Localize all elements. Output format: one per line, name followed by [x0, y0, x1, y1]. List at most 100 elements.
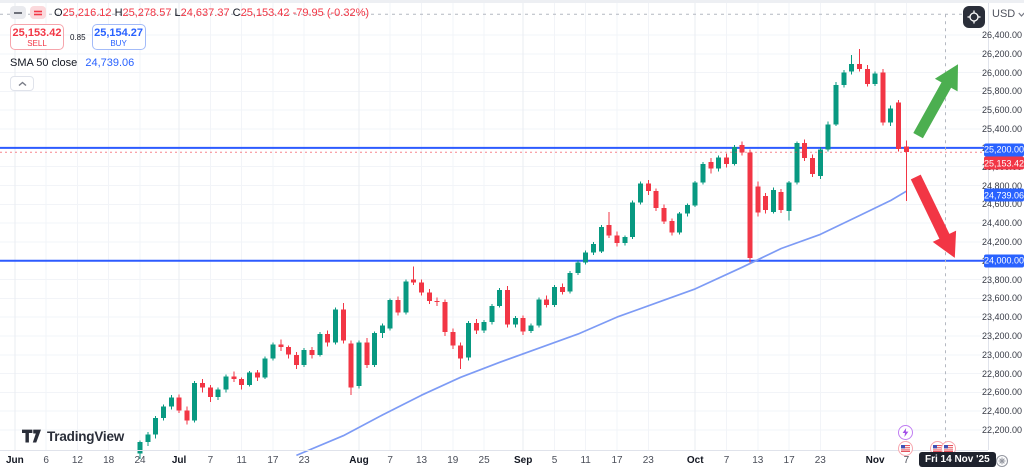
candle-body — [450, 332, 456, 346]
economic-event-icon-1[interactable] — [898, 441, 913, 456]
candle-body — [559, 287, 565, 292]
candle-body — [770, 190, 776, 212]
candle-body — [411, 279, 417, 283]
low-value: 24,637.37 — [180, 6, 230, 19]
candle-body — [575, 262, 581, 273]
high-value: 25,278.57 — [122, 6, 172, 19]
legend-menu-button[interactable] — [30, 6, 46, 19]
price-axis[interactable]: 22,200.00 22,400.00 22,600.00 22,800.00 23,0… — [982, 0, 1024, 450]
candle-body — [896, 102, 901, 149]
open-value: 25,216.12 — [62, 6, 112, 19]
currency-dropdown[interactable]: USD — [992, 8, 1024, 20]
indicator-name: SMA 50 close — [10, 57, 78, 69]
candle-body — [544, 299, 550, 305]
candle-body — [856, 64, 862, 69]
candle-body — [489, 305, 495, 322]
time-axis[interactable]: Jun 6 12 18 24 Jul 7 11 17 23 Aug 7 13 19 25 Sep 5 11 17 23… — [0, 450, 988, 472]
candle-body — [817, 149, 823, 176]
candle-body — [708, 162, 714, 169]
candle-body — [403, 281, 409, 313]
sell-price: 25,153.42 — [12, 27, 62, 39]
candle-body — [653, 191, 659, 208]
candle-body — [802, 143, 808, 159]
legend-expand-button[interactable] — [10, 76, 34, 91]
candle-body — [387, 300, 393, 329]
time-axis-month-label: Sep — [514, 455, 533, 466]
price-axis-label: 25,600.00 — [981, 105, 1022, 116]
sell-button[interactable]: 25,153.42 SELL — [10, 24, 64, 50]
candle-body — [278, 344, 284, 348]
price-axis-label: 24,800.00 — [981, 180, 1022, 191]
candle-body — [434, 301, 440, 303]
minus-icon — [14, 11, 22, 14]
time-axis-day-label: 18 — [103, 455, 115, 466]
price-chip-sma-value: 24,739.06 — [984, 188, 1024, 202]
candle-body — [442, 302, 448, 333]
us-flag-icon — [944, 445, 953, 452]
candle-body — [153, 417, 159, 435]
time-axis-day-label: 25 — [478, 455, 490, 466]
candle-body — [207, 387, 213, 398]
candle-body — [168, 397, 174, 407]
candle-body — [583, 252, 589, 263]
ohlc-row: O25,216.12 H25,278.57 L24,637.37 C25,153… — [10, 6, 369, 19]
time-axis-day-label: 17 — [611, 455, 623, 466]
down-arrow-drawing[interactable] — [910, 174, 957, 258]
time-axis-month-label: Oct — [686, 455, 704, 466]
spread-value: 0.85 — [70, 32, 86, 42]
candle-body — [700, 163, 706, 183]
crosshair-plus-icon — [967, 10, 981, 24]
economic-event-icon-3[interactable] — [941, 441, 956, 456]
time-axis-day-label: 6 — [43, 455, 49, 466]
candle-body — [239, 379, 245, 385]
time-axis-day-label: 7 — [207, 455, 214, 466]
tradingview-logo[interactable]: TradingView — [22, 429, 124, 444]
candle-body — [864, 68, 870, 84]
candle-body — [137, 442, 143, 454]
time-axis-day-label: 7 — [723, 455, 730, 466]
candle-body — [301, 350, 307, 366]
candle-body — [293, 354, 299, 366]
tradingview-logo-icon — [22, 429, 41, 443]
price-chip-resistance: 25,200.00 — [984, 143, 1024, 157]
candle-body — [552, 287, 557, 305]
buy-button[interactable]: 25,154.27 BUY — [91, 24, 146, 50]
candle-body — [247, 372, 252, 385]
price-axis-label: 26,200.00 — [981, 48, 1022, 59]
candle-body — [841, 72, 847, 85]
candle-body — [536, 299, 542, 326]
grid-lines — [0, 0, 988, 450]
price-chip-last-price: 25,153.42 — [984, 156, 1024, 170]
candle-body — [379, 325, 385, 334]
indicator-value: 24,739.06 — [85, 57, 135, 69]
axis-settings-icon[interactable] — [995, 454, 1009, 468]
candle-body — [810, 158, 815, 175]
add-alert-button[interactable] — [963, 6, 985, 28]
price-axis-label: 26,400.00 — [981, 30, 1022, 40]
candle-body — [778, 192, 784, 210]
price-axis-label: 23,000.00 — [981, 349, 1022, 360]
indicator-legend-row[interactable]: SMA 50 close 24,739.06 — [10, 57, 369, 69]
tradingview-logo-text: TradingView — [47, 429, 125, 444]
us-flag-icon — [933, 445, 942, 452]
price-axis-label: 23,800.00 — [981, 274, 1022, 285]
candle-body — [786, 182, 792, 211]
candle-body — [520, 318, 526, 332]
candle-body — [614, 235, 620, 243]
crosshair-date-tooltip: Fri 14 Nov '25 — [919, 452, 996, 467]
candle-body — [739, 145, 745, 153]
candle-body — [364, 342, 370, 366]
candle-body — [716, 157, 722, 169]
candle-body — [638, 183, 643, 203]
candle-body — [825, 124, 831, 150]
time-axis-day-label: 13 — [415, 455, 428, 466]
up-arrow-drawing[interactable] — [913, 64, 958, 139]
candle-body — [731, 146, 737, 164]
candle-body — [372, 333, 378, 366]
candle-body — [755, 186, 761, 213]
earnings-event-icon[interactable] — [898, 425, 913, 440]
legend-collapse-button[interactable] — [10, 6, 26, 19]
time-axis-day-label: 12 — [71, 455, 83, 466]
